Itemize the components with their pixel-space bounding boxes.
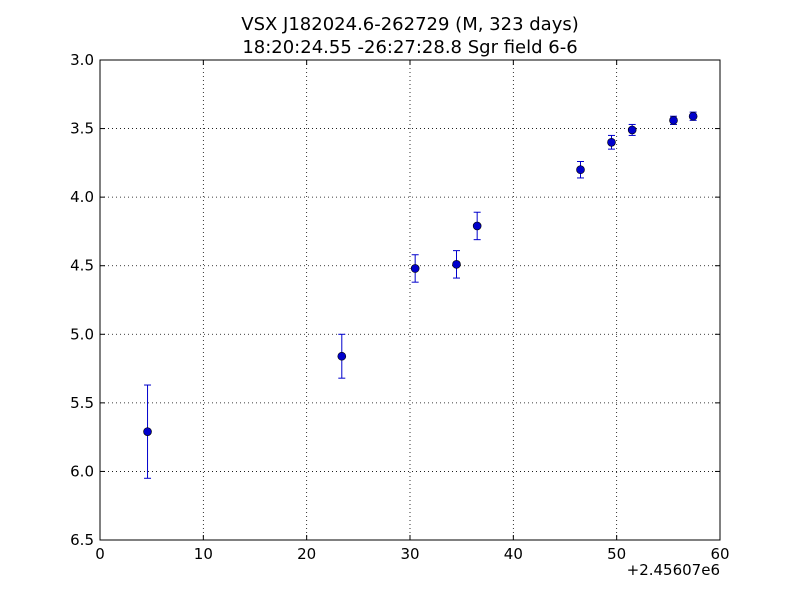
data-point — [337, 351, 347, 361]
data-point — [607, 137, 616, 147]
data-point — [452, 260, 461, 269]
y-tick-label: 6.5 — [70, 531, 94, 549]
y-tick-label: 5.0 — [70, 325, 94, 343]
data-points — [143, 111, 698, 436]
data-point — [472, 221, 482, 231]
data-point — [627, 125, 637, 135]
x-tick-label: 20 — [297, 545, 316, 563]
y-tick-label: 5.5 — [70, 394, 94, 412]
data-point — [410, 264, 420, 273]
y-tick-label: 3.5 — [70, 120, 94, 138]
grid — [100, 60, 720, 540]
error-bars — [144, 111, 697, 479]
x-tick-label: 60 — [710, 545, 729, 563]
x-tick-label: 40 — [504, 545, 523, 563]
y-tick-label: 4.5 — [70, 257, 94, 275]
data-point — [576, 165, 585, 175]
x-tick-label: 0 — [95, 545, 105, 563]
x-tick-label: 30 — [400, 545, 419, 563]
x-tick-label: 10 — [194, 545, 213, 563]
data-point — [669, 116, 678, 125]
y-axis: 3.0 3.5 4.0 4.5 5.0 5.5 6.0 6.5 — [70, 51, 720, 549]
y-tick-label: 6.0 — [70, 462, 94, 480]
y-tick-label: 4.0 — [70, 188, 94, 206]
chart-subtitle: 18:20:24.55 -26:27:28.8 Sgr field 6-6 — [242, 37, 577, 58]
x-tick-label: 50 — [607, 545, 626, 563]
data-point — [143, 427, 152, 436]
chart-title: VSX J182024.6-262729 (M, 323 days) — [241, 14, 579, 35]
data-point — [688, 111, 698, 121]
x-offset-label: +2.45607e6 — [627, 561, 720, 579]
plot-frame — [99, 59, 721, 541]
x-axis: 0 10 20 30 40 50 60 — [95, 60, 730, 563]
y-tick-label: 3.0 — [70, 51, 94, 69]
